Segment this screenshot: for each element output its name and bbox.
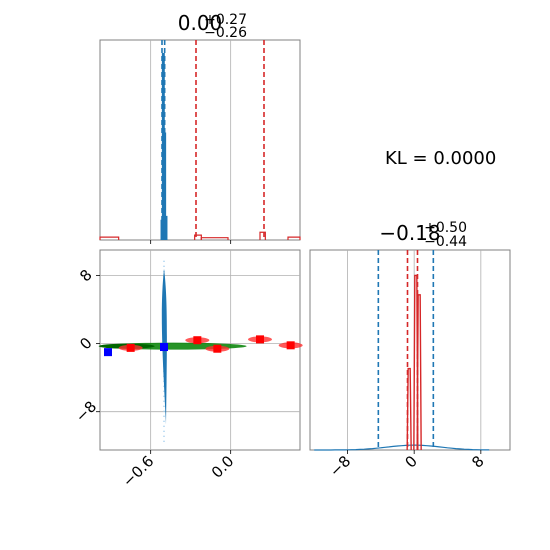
panel-top-left-histogram: 0.00 +0.27 −0.26 [99,11,301,244]
blue-square-point [104,348,112,357]
blue-square-point [160,343,168,352]
top-panel-title: 0.00 [178,11,223,35]
red-square-point [213,344,222,353]
title-plus-error: +0.27 [204,12,247,28]
hist-bin-red [287,236,301,240]
red-square-point [126,343,135,352]
hist-bin-red [259,231,266,240]
red-square-point [256,335,264,344]
br-title-value: −0.18 [379,221,440,245]
panel-bottom-right-histogram: −8 0 8 −0.18 +0.50 −0.44 [309,220,511,480]
panel-frame [99,39,301,241]
br-title-minus-error: −0.44 [424,234,467,250]
x-tick-label: 0.0 [208,452,238,482]
br-title-plus-error: +0.50 [424,220,467,236]
x-tick-label: −8 [326,452,354,480]
x-tick-label: 0 [402,452,421,471]
x-tick-label: 8 [468,452,487,471]
red-square-point [193,336,202,345]
title-value: 0.00 [178,11,223,35]
x-tick-label: −0.6 [119,452,157,490]
blue-broad-histogram [314,444,490,451]
panel-frame [309,249,511,451]
kl-label: KL = 0.0000 [385,148,496,169]
hist-bin-red [99,236,120,240]
red-narrow-peak [406,367,412,451]
panel-bottom-left-scatter: −0.6 0.0 8 0 −8 [72,249,303,491]
red-square-point [286,341,295,350]
y-tick-label: 0 [76,334,95,353]
hist-bin-blue [164,215,168,240]
y-tick-label: −8 [72,398,100,426]
y-tick-label: 8 [76,266,95,285]
title-minus-error: −0.26 [204,25,247,41]
hist-bin-red [200,237,229,240]
